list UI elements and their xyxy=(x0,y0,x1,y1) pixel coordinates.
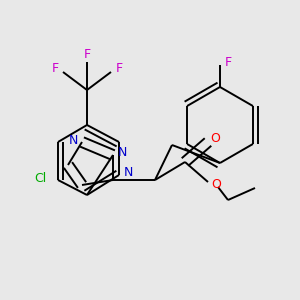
Text: O: O xyxy=(211,178,221,191)
Text: F: F xyxy=(83,47,91,61)
Text: N: N xyxy=(117,146,127,160)
Text: N: N xyxy=(68,134,78,146)
Text: Cl: Cl xyxy=(34,172,46,184)
Text: N: N xyxy=(123,167,133,179)
Text: F: F xyxy=(224,56,232,68)
Text: F: F xyxy=(51,62,58,76)
Text: F: F xyxy=(116,62,123,76)
Text: O: O xyxy=(210,131,220,145)
